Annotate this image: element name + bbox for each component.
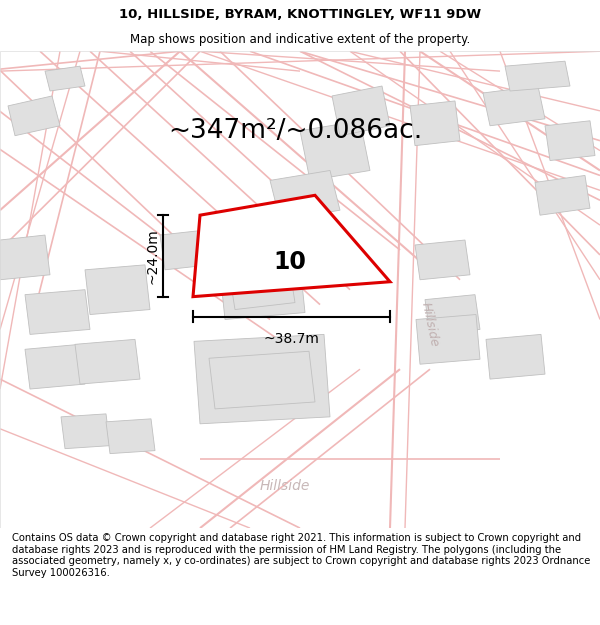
Polygon shape	[193, 195, 390, 297]
Polygon shape	[85, 265, 150, 314]
Polygon shape	[425, 294, 480, 334]
Polygon shape	[486, 334, 545, 379]
Polygon shape	[545, 121, 595, 161]
Text: Contains OS data © Crown copyright and database right 2021. This information is : Contains OS data © Crown copyright and d…	[12, 533, 590, 578]
Text: Hillside: Hillside	[419, 301, 441, 348]
Polygon shape	[25, 344, 85, 389]
Polygon shape	[219, 255, 305, 319]
Polygon shape	[505, 61, 570, 91]
Polygon shape	[270, 171, 340, 220]
Text: 10: 10	[274, 250, 307, 274]
Polygon shape	[8, 96, 60, 136]
Text: ~24.0m: ~24.0m	[146, 228, 160, 284]
Polygon shape	[410, 101, 460, 146]
Polygon shape	[194, 334, 330, 424]
Polygon shape	[25, 290, 90, 334]
Polygon shape	[106, 419, 155, 454]
Text: Map shows position and indicative extent of the property.: Map shows position and indicative extent…	[130, 34, 470, 46]
Text: ~347m²/~0.086ac.: ~347m²/~0.086ac.	[168, 118, 422, 144]
Text: Hillside: Hillside	[260, 479, 310, 493]
Polygon shape	[415, 240, 470, 280]
Polygon shape	[229, 265, 295, 309]
Polygon shape	[332, 86, 390, 136]
Polygon shape	[300, 121, 370, 181]
Polygon shape	[75, 339, 140, 384]
Text: ~38.7m: ~38.7m	[263, 332, 319, 346]
Polygon shape	[483, 86, 545, 126]
Polygon shape	[209, 351, 315, 409]
Polygon shape	[160, 230, 210, 270]
Polygon shape	[416, 314, 480, 364]
Text: 10, HILLSIDE, BYRAM, KNOTTINGLEY, WF11 9DW: 10, HILLSIDE, BYRAM, KNOTTINGLEY, WF11 9…	[119, 8, 481, 21]
Polygon shape	[45, 66, 85, 91]
Polygon shape	[535, 176, 590, 215]
Polygon shape	[0, 235, 50, 280]
Polygon shape	[61, 414, 110, 449]
